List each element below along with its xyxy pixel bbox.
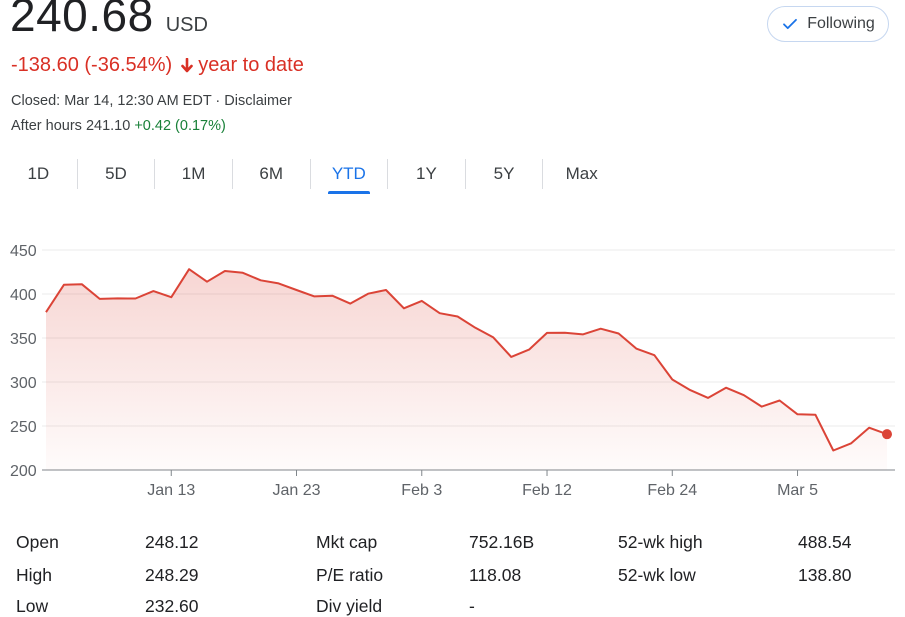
y-tick-label: 200: [10, 463, 37, 480]
y-tick-label: 300: [10, 375, 37, 392]
tab-5y[interactable]: 5Y: [493, 164, 515, 183]
tab-divider: [387, 159, 389, 189]
y-tick-label: 250: [10, 419, 37, 436]
currency-label: USD: [165, 14, 208, 36]
check-icon: [783, 18, 798, 30]
stat-value-mkt-cap: 752.16B: [469, 532, 535, 552]
stat-value-high: 248.29: [145, 565, 199, 585]
tab-ytd[interactable]: YTD: [311, 158, 388, 194]
tab-divider: [464, 159, 466, 189]
tab-1y[interactable]: 1Y: [416, 164, 437, 183]
stat-value-open: 248.12: [145, 532, 199, 552]
tab-max[interactable]: Max: [565, 164, 598, 183]
y-tick-label: 450: [10, 243, 37, 260]
x-axis: Jan 13 Jan 23 Feb 3 Feb 12 Feb 24 Mar 5: [147, 470, 818, 499]
stat-label-52wk-low: 52-wk low: [618, 565, 696, 585]
price-line: [45, 268, 888, 452]
range-tabs: 1D 5D 1M 6M YTD 1Y 5Y Max: [0, 156, 620, 194]
after-hours-change: +0.42 (0.17%): [134, 118, 226, 134]
stat-value-low: 232.60: [145, 596, 199, 616]
y-tick-label: 350: [10, 331, 37, 348]
tab-divider: [231, 159, 233, 189]
tab-5d[interactable]: 5D: [105, 164, 127, 183]
price-chart[interactable]: 450 400 350 300 250 200 Jan 13 Jan 23 Feb 3 Feb …: [0, 230, 905, 505]
stat-label-pe-ratio: P/E ratio: [316, 565, 384, 585]
x-tick-label: Jan 13: [147, 482, 195, 499]
stat-value-pe-ratio: 118.08: [469, 565, 522, 585]
stat-label-mkt-cap: Mkt cap: [316, 532, 378, 552]
price-header: 240.68 USD: [10, 0, 208, 42]
stat-label-open: Open: [16, 532, 59, 552]
change-value: -138.60 (-36.54%): [11, 54, 173, 76]
x-tick-label: Feb 3: [401, 482, 442, 499]
after-hours-label: After hours 241.10: [11, 118, 135, 134]
change-period: year to date: [198, 54, 304, 76]
last-price-point: [882, 429, 892, 440]
stat-label-low: Low: [16, 596, 49, 616]
y-tick-label: 400: [10, 287, 37, 304]
stat-value-52wk-low: 138.80: [798, 565, 852, 585]
tab-divider: [76, 159, 78, 189]
closed-text: Closed: Mar 14, 12:30 AM EDT ·: [11, 93, 225, 109]
tab-1m[interactable]: 1M: [181, 164, 206, 183]
following-label: Following: [807, 15, 875, 32]
disclaimer-link[interactable]: Disclaimer: [224, 93, 292, 109]
x-tick-label: Mar 5: [777, 482, 818, 499]
x-tick-label: Feb 24: [647, 482, 697, 499]
stat-value-div-yield: -: [469, 596, 475, 616]
tab-divider: [154, 159, 156, 189]
tab-divider: [309, 159, 311, 189]
tab-divider: [542, 159, 544, 189]
price-area-fill: [46, 269, 887, 470]
stat-label-high: High: [16, 565, 52, 585]
x-tick-label: Feb 12: [522, 482, 572, 499]
price-change: -138.60 (-36.54%) year to date: [11, 54, 304, 77]
stat-label-div-yield: Div yield: [316, 596, 383, 616]
tab-6m[interactable]: 6M: [259, 164, 283, 183]
arrow-down-icon: [180, 57, 194, 74]
stat-label-52wk-high: 52-wk high: [618, 532, 703, 552]
stat-value-52wk-high: 488.54: [798, 532, 852, 552]
following-button[interactable]: Following: [767, 6, 889, 42]
current-price: 240.68: [10, 0, 154, 41]
price-series: [45, 268, 892, 470]
closed-status: Closed: Mar 14, 12:30 AM EDT · Disclaime…: [11, 93, 292, 109]
x-tick-label: Jan 23: [272, 482, 320, 499]
tab-1d[interactable]: 1D: [27, 164, 50, 183]
after-hours: After hours 241.10 +0.42 (0.17%): [11, 118, 226, 134]
y-axis: 450 400 350 300 250 200: [10, 243, 37, 480]
